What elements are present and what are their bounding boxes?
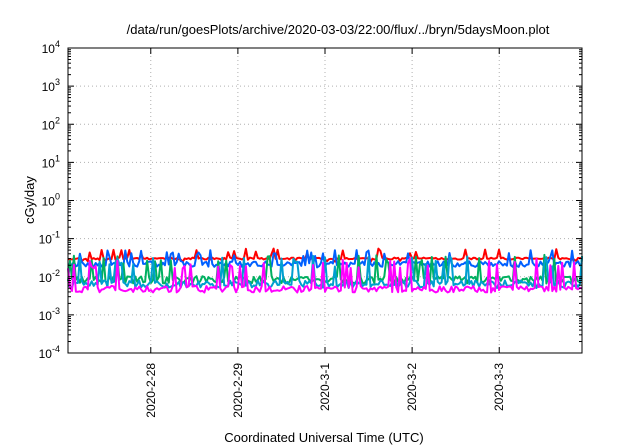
y-tick-label: 10-3 bbox=[39, 306, 60, 323]
chart-title: /data/run/goesPlots/archive/2020-03-03/2… bbox=[127, 22, 550, 37]
grid bbox=[68, 48, 582, 353]
y-axis-label: cGy/day bbox=[22, 176, 37, 224]
y-tick-label: 10-2 bbox=[39, 268, 60, 285]
y-tick-label: 10-1 bbox=[39, 230, 60, 247]
x-axis-label: Coordinated Universal Time (UTC) bbox=[224, 430, 423, 445]
x-tick-label: 2020-2-29 bbox=[231, 363, 245, 418]
y-tick-label: 101 bbox=[42, 153, 60, 170]
y-tick-label: 103 bbox=[42, 77, 60, 94]
series-group bbox=[67, 247, 583, 294]
x-tick-label: 2020-3-2 bbox=[405, 363, 419, 411]
x-ticks: 2020-2-28 2020-2-29 2020-3-1 2020-3-2 2020-3… bbox=[144, 48, 506, 418]
x-tick-label: 2020-2-28 bbox=[144, 363, 158, 418]
y-ticks: 104 103 102 101 100 10-1 10-2 10-3 10-4 bbox=[39, 39, 582, 361]
y-tick-label: 10-4 bbox=[39, 344, 60, 361]
series-line bbox=[67, 257, 583, 294]
x-tick-label: 2020-3-1 bbox=[318, 363, 332, 411]
series-line bbox=[67, 255, 583, 289]
y-tick-label: 104 bbox=[42, 39, 60, 56]
x-tick-label: 2020-3-3 bbox=[492, 363, 506, 411]
y-tick-label: 100 bbox=[42, 192, 60, 209]
y-tick-label: 102 bbox=[42, 115, 60, 132]
